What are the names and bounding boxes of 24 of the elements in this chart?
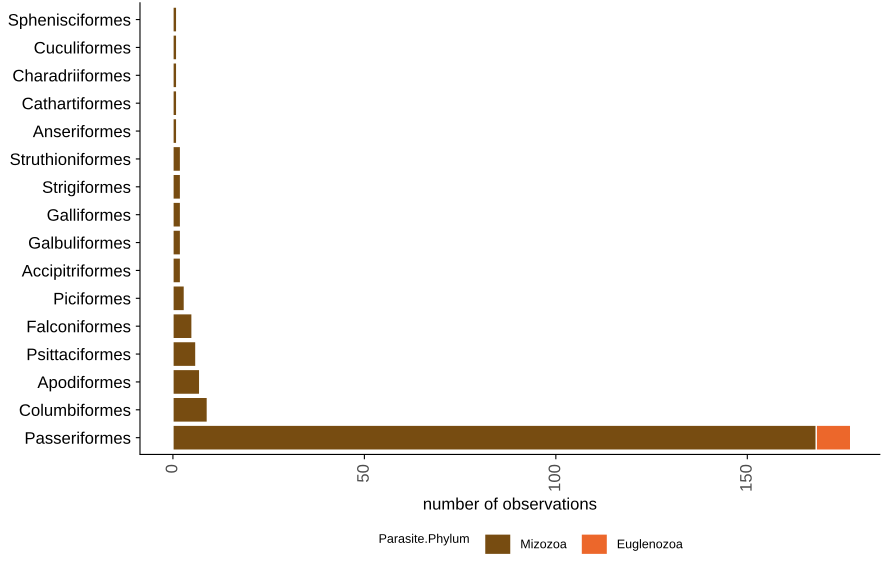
y-tick-label: Columbiformes (20, 404, 130, 416)
legend-label: Mizozoa (521, 539, 567, 548)
y-tick-label: Cuculiformes (34, 41, 130, 54)
y-tick-label: Piciformes (54, 292, 130, 305)
y-tick-label: Galbuliformes (28, 236, 130, 249)
x-tick-label: 50 (357, 464, 369, 482)
y-tick-label: Charadriiformes (13, 69, 130, 82)
y-tick-label: Accipitriformes (22, 264, 130, 280)
y-tick-label: Apodiformes (37, 376, 130, 392)
x-tick-label: 0 (166, 464, 178, 473)
y-tick-label: Struthioniformes (10, 152, 130, 166)
x-tick-label: 150 (740, 464, 752, 491)
y-tick-label: Passeriformes (26, 432, 130, 444)
y-tick-label: Sphenisciformes (8, 14, 130, 30)
x-tick-label: 100 (548, 464, 560, 491)
y-tick-label: Galliformes (48, 208, 130, 221)
legend-title: Parasite.Phylum (380, 534, 469, 546)
y-tick-label: Anseriformes (32, 125, 130, 138)
y-tick-label: Psittaciformes (28, 348, 130, 360)
y-tick-label: Cathartiformes (22, 97, 130, 110)
x-axis-title: number of observations (424, 497, 596, 510)
legend-label: Euglenozoa (618, 539, 683, 551)
y-tick-label: Strigiformes (42, 180, 130, 196)
y-tick-label: Falconiformes (28, 320, 130, 332)
